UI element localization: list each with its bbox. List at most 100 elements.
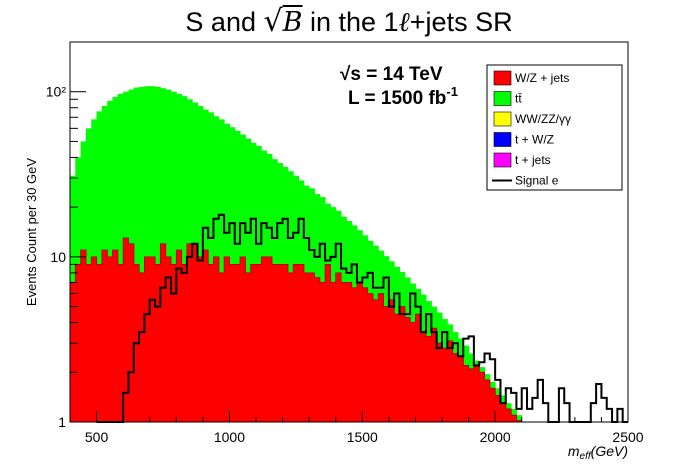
lumi-label: L = 1500 fb-1: [348, 84, 458, 109]
chart-title: S and √B in the 1ℓ+jets SR: [185, 4, 513, 39]
wz-jets-bin: [144, 256, 151, 422]
ttbar-bin: [155, 86, 161, 422]
wz-jets-bin: [362, 287, 369, 422]
signal-line: [96, 213, 628, 423]
ttbar-bin: [149, 86, 156, 422]
wz-jets-bin: [85, 264, 92, 422]
wz-jets-bin: [282, 264, 289, 422]
wz-jets-bin: [442, 348, 448, 422]
ttbar-bin: [170, 91, 177, 422]
wz-jets-bin: [378, 293, 385, 422]
axes: 500 1000 1500 2000 2500 1 10 10²: [46, 41, 644, 445]
legend-swatch: [493, 70, 512, 86]
wz-jets-bin: [516, 420, 523, 422]
wz-jets-bin: [346, 282, 353, 422]
legend-label: W/Z + jets: [515, 71, 569, 85]
wz-jets-bin: [356, 282, 363, 422]
x-tick-label: 500: [85, 429, 109, 445]
wz-jets-bin: [96, 264, 103, 422]
wz-jets-bin: [245, 272, 252, 422]
wz-jets-bin: [479, 372, 486, 422]
ttbar-bin: [133, 87, 140, 422]
wz-jets-bin: [218, 272, 225, 422]
legend-label: WW/ZZ/γγ: [515, 112, 571, 126]
wz-jets-bin: [250, 264, 257, 422]
legend-box: [486, 64, 623, 191]
wz-jets-bin: [117, 264, 124, 422]
wz-jets-bin: [213, 256, 220, 422]
wz-jets-bin: [500, 403, 507, 422]
x-tick-label: 1500: [347, 429, 378, 445]
wz-jets-bin: [266, 256, 273, 422]
legend: W/Z + jets tt̄ WW/ZZ/γγ t + W/Z t + jets Sign…: [486, 64, 623, 191]
wz-jets-bin: [234, 264, 241, 422]
y-tick-label: 10²: [46, 84, 67, 100]
wz-jets-bin: [70, 282, 76, 422]
x-axis-label: meff(GeV): [568, 443, 628, 462]
wz-jets-bin: [287, 272, 294, 422]
legend-label: Signal e: [515, 174, 559, 188]
wz-jets-bin: [325, 264, 331, 422]
legend-swatch: [493, 111, 512, 127]
wz-jets-bin: [91, 256, 98, 422]
wz-jets-bin: [186, 243, 193, 422]
wz-jets-bin: [489, 388, 496, 422]
wz-jets-bin: [372, 299, 379, 422]
legend-swatch: [493, 152, 512, 168]
wz-jets-bin: [303, 272, 310, 422]
ttbar-bin: [181, 96, 188, 423]
wz-jets-bin: [229, 264, 236, 422]
wz-jets-bin: [271, 264, 278, 422]
wz-jets-bin: [298, 264, 305, 422]
wz-jets-outline: [70, 237, 522, 421]
wz-jets-bin: [155, 264, 161, 422]
wz-jets-bin: [123, 238, 129, 422]
wz-jets-bin: [447, 340, 454, 422]
wz-jets-bin: [495, 395, 501, 422]
wz-jets-bin: [341, 282, 347, 422]
wz-jets-bin: [420, 332, 427, 422]
ttbar-bin: [165, 89, 172, 423]
ttbar-bin: [218, 119, 225, 423]
wz-jets-bin: [208, 264, 214, 422]
wz-jets-bin: [181, 264, 188, 422]
wz-jets-bin: [511, 415, 517, 422]
wz-jets-bin: [240, 256, 246, 422]
wz-jets-bin: [383, 306, 390, 422]
wz-jets-bin: [256, 264, 262, 422]
plot-signal: [96, 213, 628, 423]
wz-jets-bin: [505, 408, 512, 422]
ttbar-bin: [117, 93, 124, 422]
wz-jets-bin: [415, 314, 422, 422]
wz-jets-bin: [436, 343, 443, 422]
wz-jets-bin: [457, 356, 464, 422]
wz-jets-bin: [101, 250, 108, 422]
wz-jets-bin: [197, 256, 204, 422]
legend-swatch: [493, 91, 512, 106]
wz-jets-bin: [410, 322, 416, 422]
wz-jets-bin: [149, 256, 156, 422]
wz-jets-bin: [176, 250, 183, 422]
wz-jets-bin: [112, 250, 119, 422]
wz-jets-bin: [192, 243, 199, 422]
wz-jets-bin: [319, 282, 326, 422]
wz-jets-bin: [452, 353, 459, 422]
wz-jets-bin: [261, 256, 268, 422]
wz-jets-bin: [75, 264, 82, 422]
wz-jets-bin: [399, 306, 406, 422]
wz-jets-bin: [367, 293, 374, 422]
wz-jets-bin: [468, 368, 475, 422]
wz-jets-bin: [139, 272, 145, 422]
y-tick-label: 1: [58, 414, 66, 430]
legend-label: t + W/Z: [515, 133, 554, 147]
wz-jets-bin: [107, 256, 114, 422]
wz-jets-bin: [202, 250, 209, 422]
wz-jets-bin: [330, 282, 337, 422]
wz-jets-bin: [128, 243, 135, 422]
plot-fills: [70, 86, 523, 423]
wz-jets-bin: [80, 250, 87, 422]
ttbar-bin: [139, 86, 145, 422]
wz-jets-bin: [484, 379, 491, 422]
wz-jets-bin: [473, 365, 480, 422]
